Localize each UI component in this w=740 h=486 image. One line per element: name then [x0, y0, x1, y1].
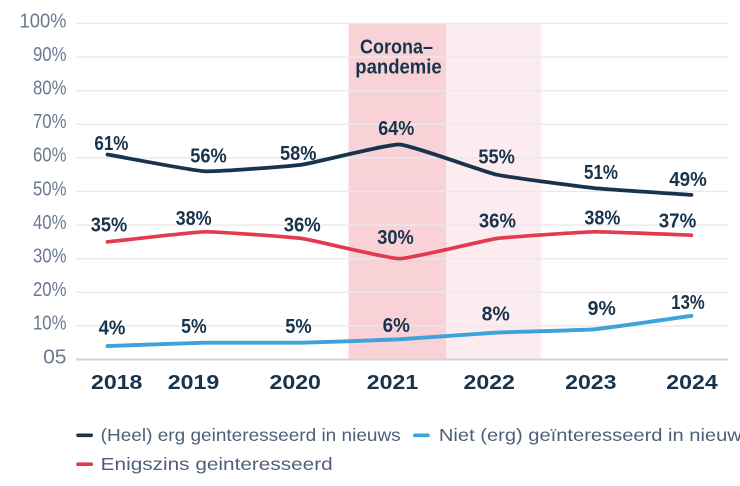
svg-text:55%: 55%: [478, 146, 515, 168]
svg-text:60%: 60%: [33, 145, 67, 167]
svg-text:05: 05: [43, 346, 66, 368]
svg-text:36%: 36%: [284, 215, 321, 237]
svg-text:4%: 4%: [99, 317, 126, 339]
svg-text:37%: 37%: [659, 210, 697, 232]
svg-text:56%: 56%: [190, 146, 227, 168]
svg-text:9%: 9%: [588, 298, 616, 320]
svg-text:51%: 51%: [584, 162, 618, 184]
svg-text:40%: 40%: [33, 212, 67, 234]
svg-text:2018: 2018: [91, 371, 142, 394]
svg-text:pandemie: pandemie: [355, 57, 441, 79]
svg-text:50%: 50%: [33, 178, 67, 200]
svg-text:20%: 20%: [33, 279, 67, 301]
svg-text:2022: 2022: [464, 371, 515, 394]
svg-text:70%: 70%: [33, 111, 67, 133]
svg-text:Niet (erg) geïnteresseerd in n: Niet (erg) geïnteresseerd in nieuws: [439, 425, 740, 445]
svg-text:49%: 49%: [669, 169, 707, 191]
svg-text:58%: 58%: [280, 143, 317, 165]
svg-text:38%: 38%: [176, 208, 212, 230]
svg-text:Corona–: Corona–: [360, 37, 433, 59]
svg-text:80%: 80%: [33, 78, 67, 100]
svg-text:2023: 2023: [565, 371, 616, 394]
svg-text:5%: 5%: [181, 316, 207, 338]
svg-text:2020: 2020: [270, 371, 321, 394]
svg-text:Enigszins geinteresseerd: Enigszins geinteresseerd: [101, 454, 333, 474]
svg-text:5%: 5%: [285, 316, 312, 338]
svg-text:35%: 35%: [91, 215, 128, 237]
svg-text:64%: 64%: [378, 118, 414, 140]
svg-text:2019: 2019: [168, 371, 219, 394]
svg-text:36%: 36%: [479, 210, 516, 232]
svg-text:13%: 13%: [671, 292, 705, 314]
svg-text:(Heel) erg geinteresseerd in n: (Heel) erg geinteresseerd in nieuws: [101, 425, 401, 445]
svg-text:30%: 30%: [377, 227, 414, 249]
svg-text:100%: 100%: [20, 10, 67, 32]
svg-text:30%: 30%: [33, 246, 67, 268]
svg-text:90%: 90%: [33, 44, 67, 66]
svg-text:6%: 6%: [383, 315, 411, 337]
svg-text:10%: 10%: [33, 313, 67, 335]
svg-text:2024: 2024: [666, 371, 718, 394]
svg-text:8%: 8%: [482, 303, 510, 325]
svg-text:61%: 61%: [94, 133, 128, 155]
svg-text:2021: 2021: [367, 371, 418, 394]
svg-text:38%: 38%: [584, 207, 620, 229]
